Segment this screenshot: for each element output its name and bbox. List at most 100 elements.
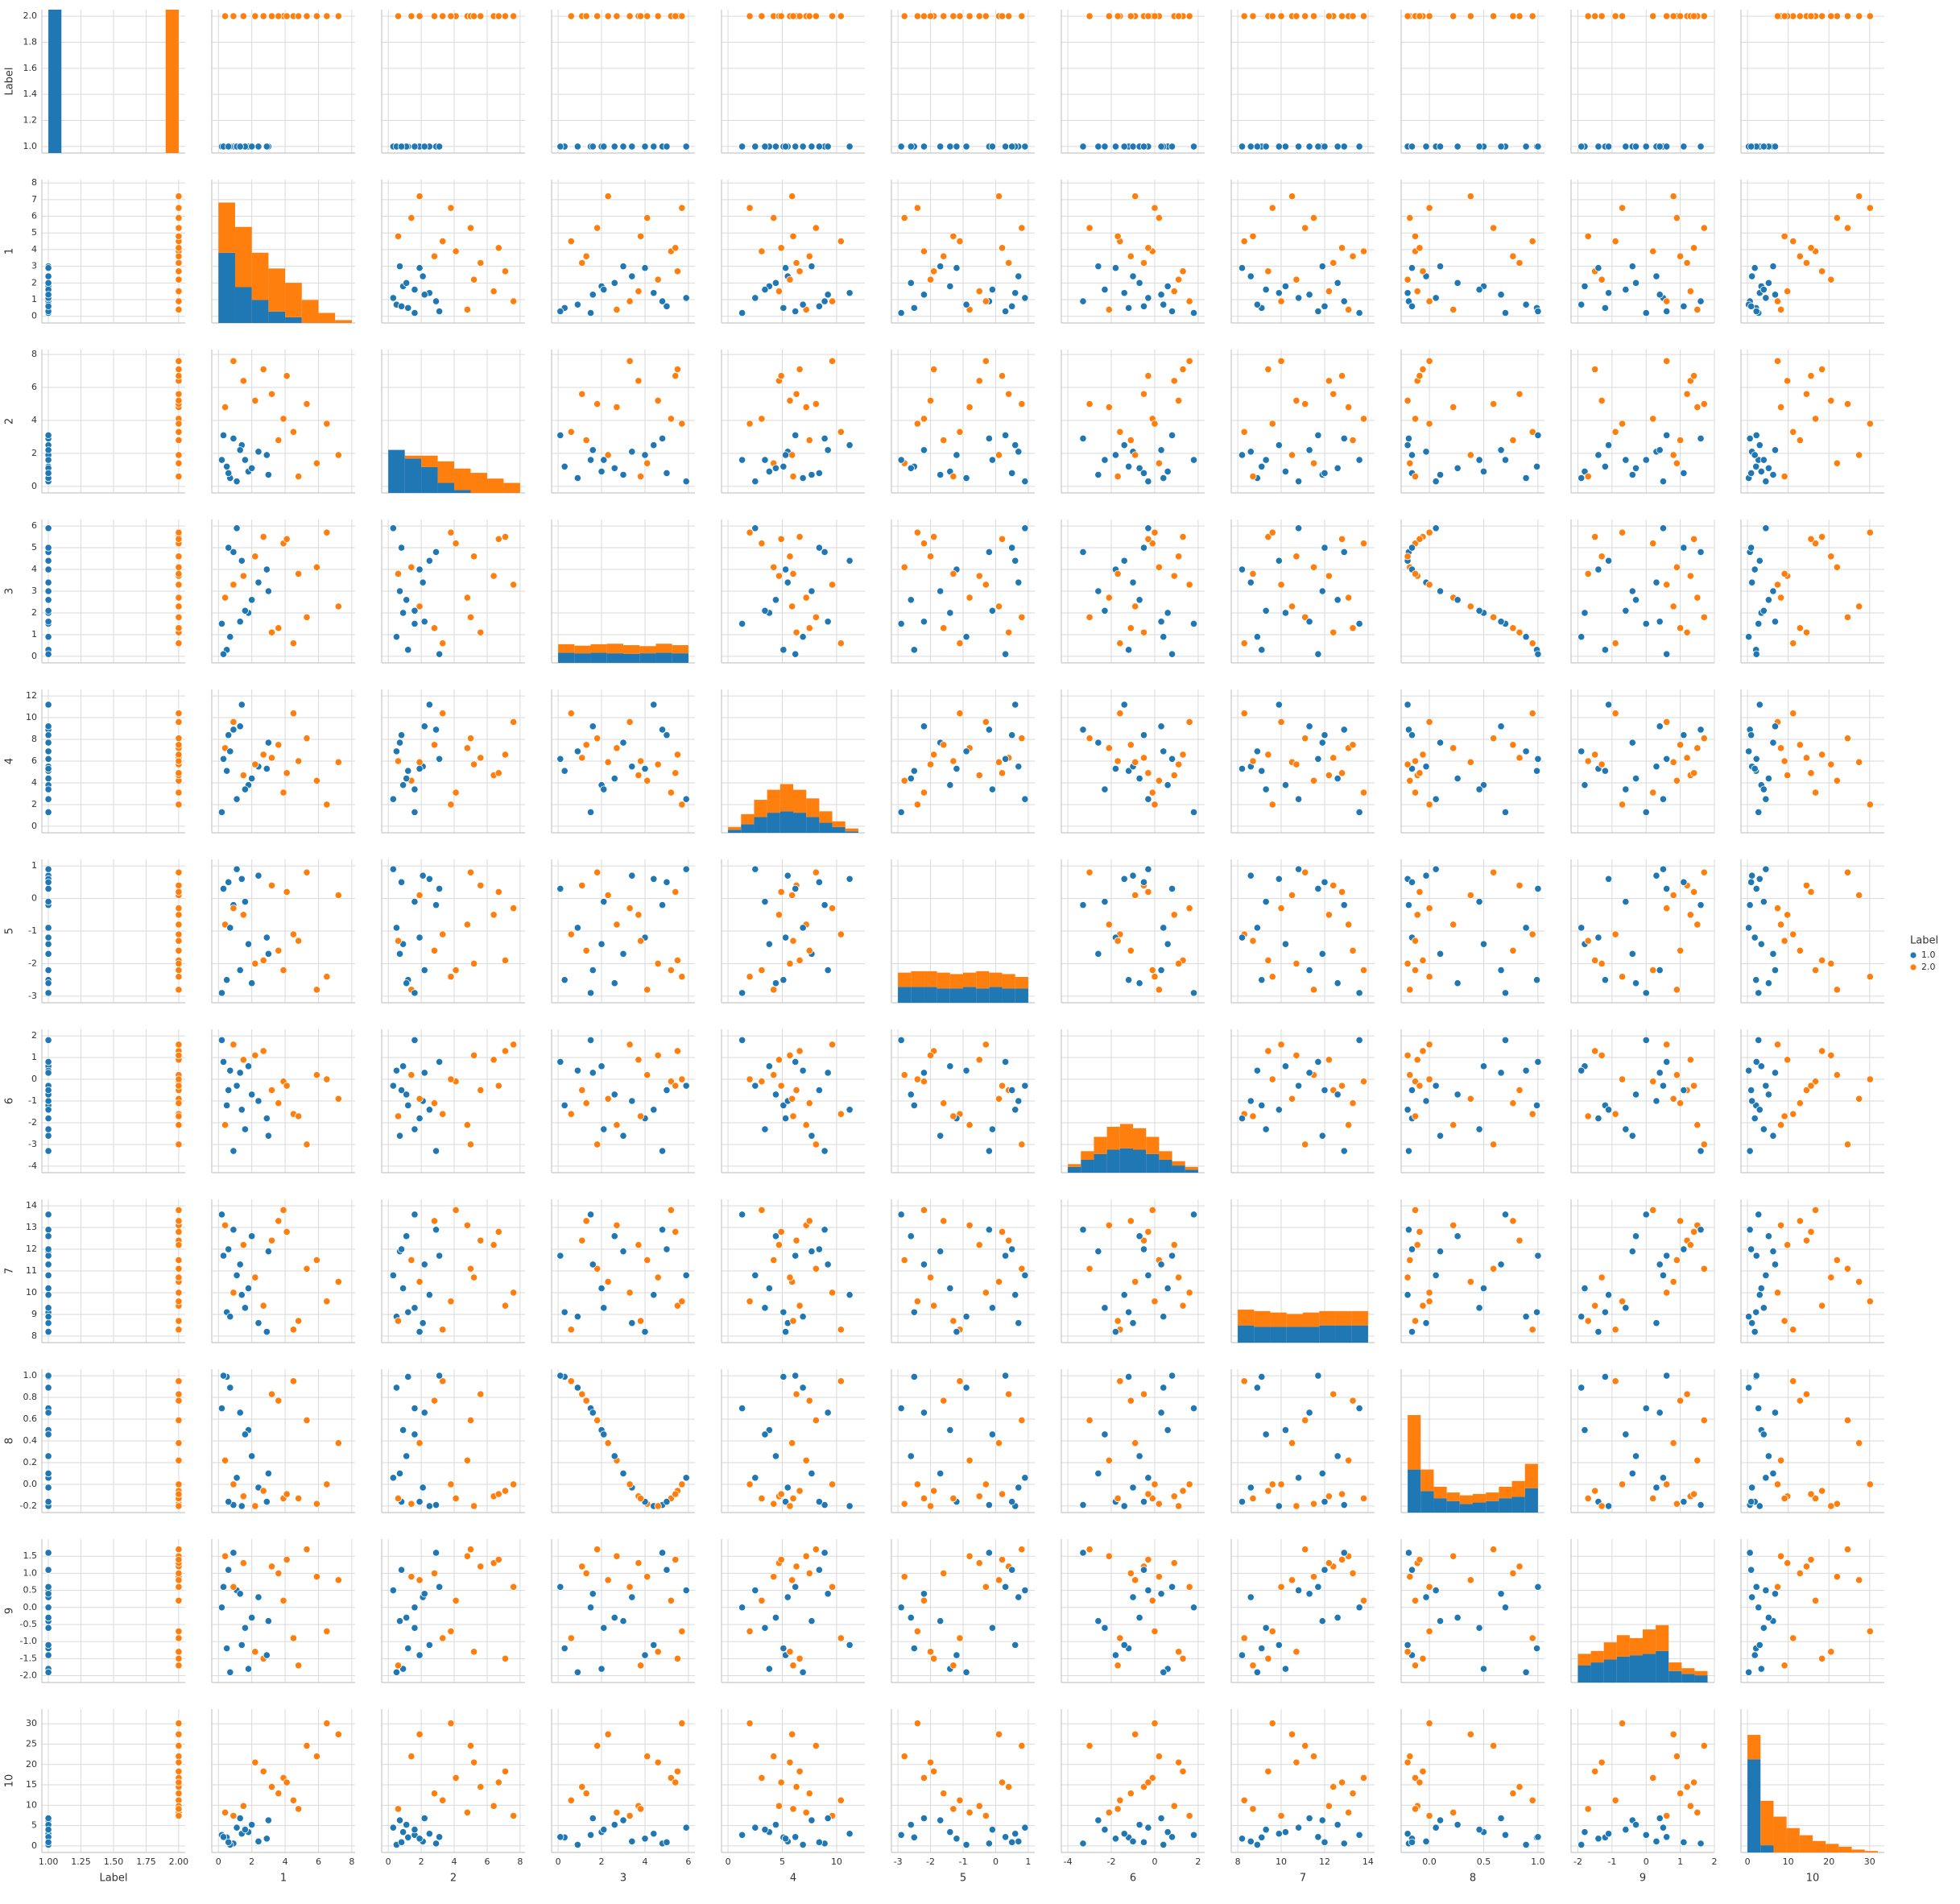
scatter-point <box>175 1051 183 1059</box>
scatter-point <box>44 1086 52 1095</box>
hist-bar <box>606 644 623 654</box>
scatter-point <box>765 1426 773 1434</box>
scatter-point <box>613 404 621 412</box>
scatter-point <box>636 1112 645 1120</box>
scatter-point <box>975 12 983 20</box>
scatter-point <box>1151 1720 1159 1728</box>
scatter-point <box>789 472 797 481</box>
scatter-point <box>501 1767 510 1775</box>
scatter-point <box>44 1304 52 1312</box>
scatter-point <box>1598 12 1606 20</box>
scatter-point <box>1601 976 1609 984</box>
scatter-point <box>259 365 267 374</box>
scatter-point <box>416 758 424 766</box>
scatter-point <box>1686 1241 1694 1249</box>
scatter-point <box>1406 986 1414 994</box>
hist-bar <box>574 645 591 654</box>
scatter-point <box>573 1384 581 1392</box>
scatter-point <box>175 275 183 284</box>
scatter-point <box>815 1497 823 1506</box>
scatter-point <box>1258 1645 1266 1653</box>
scatter-point <box>578 754 586 762</box>
scatter-point <box>1534 650 1542 658</box>
scatter-point <box>1769 950 1777 958</box>
scatter-point <box>275 946 283 954</box>
scatter-point <box>1605 557 1613 565</box>
scatter-point <box>1127 252 1135 260</box>
scatter-point <box>1425 1041 1433 1049</box>
scatter-point <box>279 415 287 423</box>
scatter-point <box>1611 1326 1619 1334</box>
scatter-point <box>389 1082 397 1090</box>
scatter-point <box>1105 1552 1113 1560</box>
scatter-point <box>1669 1730 1677 1738</box>
scatter-point <box>395 1132 404 1140</box>
scatter-point <box>411 143 419 151</box>
scatter-point <box>673 1302 682 1310</box>
scatter-point <box>1490 224 1498 232</box>
scatter-point <box>1755 1106 1764 1114</box>
scatter-point <box>217 1604 226 1612</box>
scatter-point <box>1755 1641 1764 1649</box>
scatter-point <box>779 1645 788 1653</box>
scatter-point <box>44 587 52 595</box>
y-tick-label: 2 <box>31 277 37 288</box>
hist-bar <box>301 300 319 323</box>
hist-bar <box>639 653 656 663</box>
scatter-point <box>678 1480 686 1488</box>
scatter-point <box>1164 781 1172 789</box>
scatter-point <box>1005 1390 1013 1398</box>
scatter-point <box>673 1654 682 1662</box>
scatter-point <box>940 624 948 632</box>
scatter-point <box>1314 1372 1322 1380</box>
scatter-point <box>1131 891 1139 900</box>
hist-bar <box>1420 1469 1434 1492</box>
scatter-point <box>510 581 518 589</box>
scatter-point <box>738 1036 746 1045</box>
scatter-point <box>1578 143 1586 151</box>
scatter-point <box>1764 596 1772 604</box>
scatter-point <box>654 396 662 405</box>
scatter-point <box>1827 396 1835 405</box>
scatter-point <box>1818 956 1826 965</box>
scatter-point <box>1268 1627 1276 1636</box>
scatter-point <box>1680 143 1688 151</box>
scatter-point <box>626 1041 634 1049</box>
x-tick-label: 0 <box>1745 1856 1751 1867</box>
y-tick-label: -1.0 <box>20 1636 37 1646</box>
scatter-point <box>626 12 634 20</box>
scatter-point <box>846 875 854 883</box>
scatter-point <box>1522 747 1530 755</box>
scatter-point <box>1673 214 1681 222</box>
scatter-point <box>792 1058 800 1066</box>
scatter-point <box>1155 1573 1163 1581</box>
scatter-point <box>1827 275 1835 284</box>
scatter-point <box>395 1617 404 1625</box>
hist-bar <box>1511 1480 1525 1497</box>
scatter-point <box>1321 302 1329 310</box>
scatter-point <box>1175 12 1183 20</box>
scatter-point <box>573 924 581 932</box>
scatter-point <box>940 1397 948 1405</box>
scatter-point <box>404 767 412 775</box>
scatter-point <box>758 1494 766 1503</box>
scatter-point <box>219 650 228 658</box>
scatter-point <box>239 12 247 20</box>
scatter-point <box>828 1480 837 1488</box>
scatter-point <box>1264 532 1272 541</box>
scatter-point <box>1268 801 1276 809</box>
scatter-point <box>1359 966 1368 975</box>
scatter-point <box>1155 1753 1163 1761</box>
y-tick-label: 0 <box>31 481 37 491</box>
scatter-point <box>1413 1241 1421 1249</box>
scatter-point <box>1843 735 1852 743</box>
scatter-point <box>392 747 401 755</box>
scatter-point <box>1618 1480 1627 1488</box>
scatter-point <box>44 1566 52 1574</box>
scatter-point <box>1079 1549 1087 1557</box>
scatter-point <box>463 1121 471 1129</box>
scatter-point <box>1501 308 1510 317</box>
scatter-point <box>1011 557 1019 565</box>
scatter-point <box>1680 302 1688 310</box>
scatter-point <box>1277 1583 1285 1591</box>
